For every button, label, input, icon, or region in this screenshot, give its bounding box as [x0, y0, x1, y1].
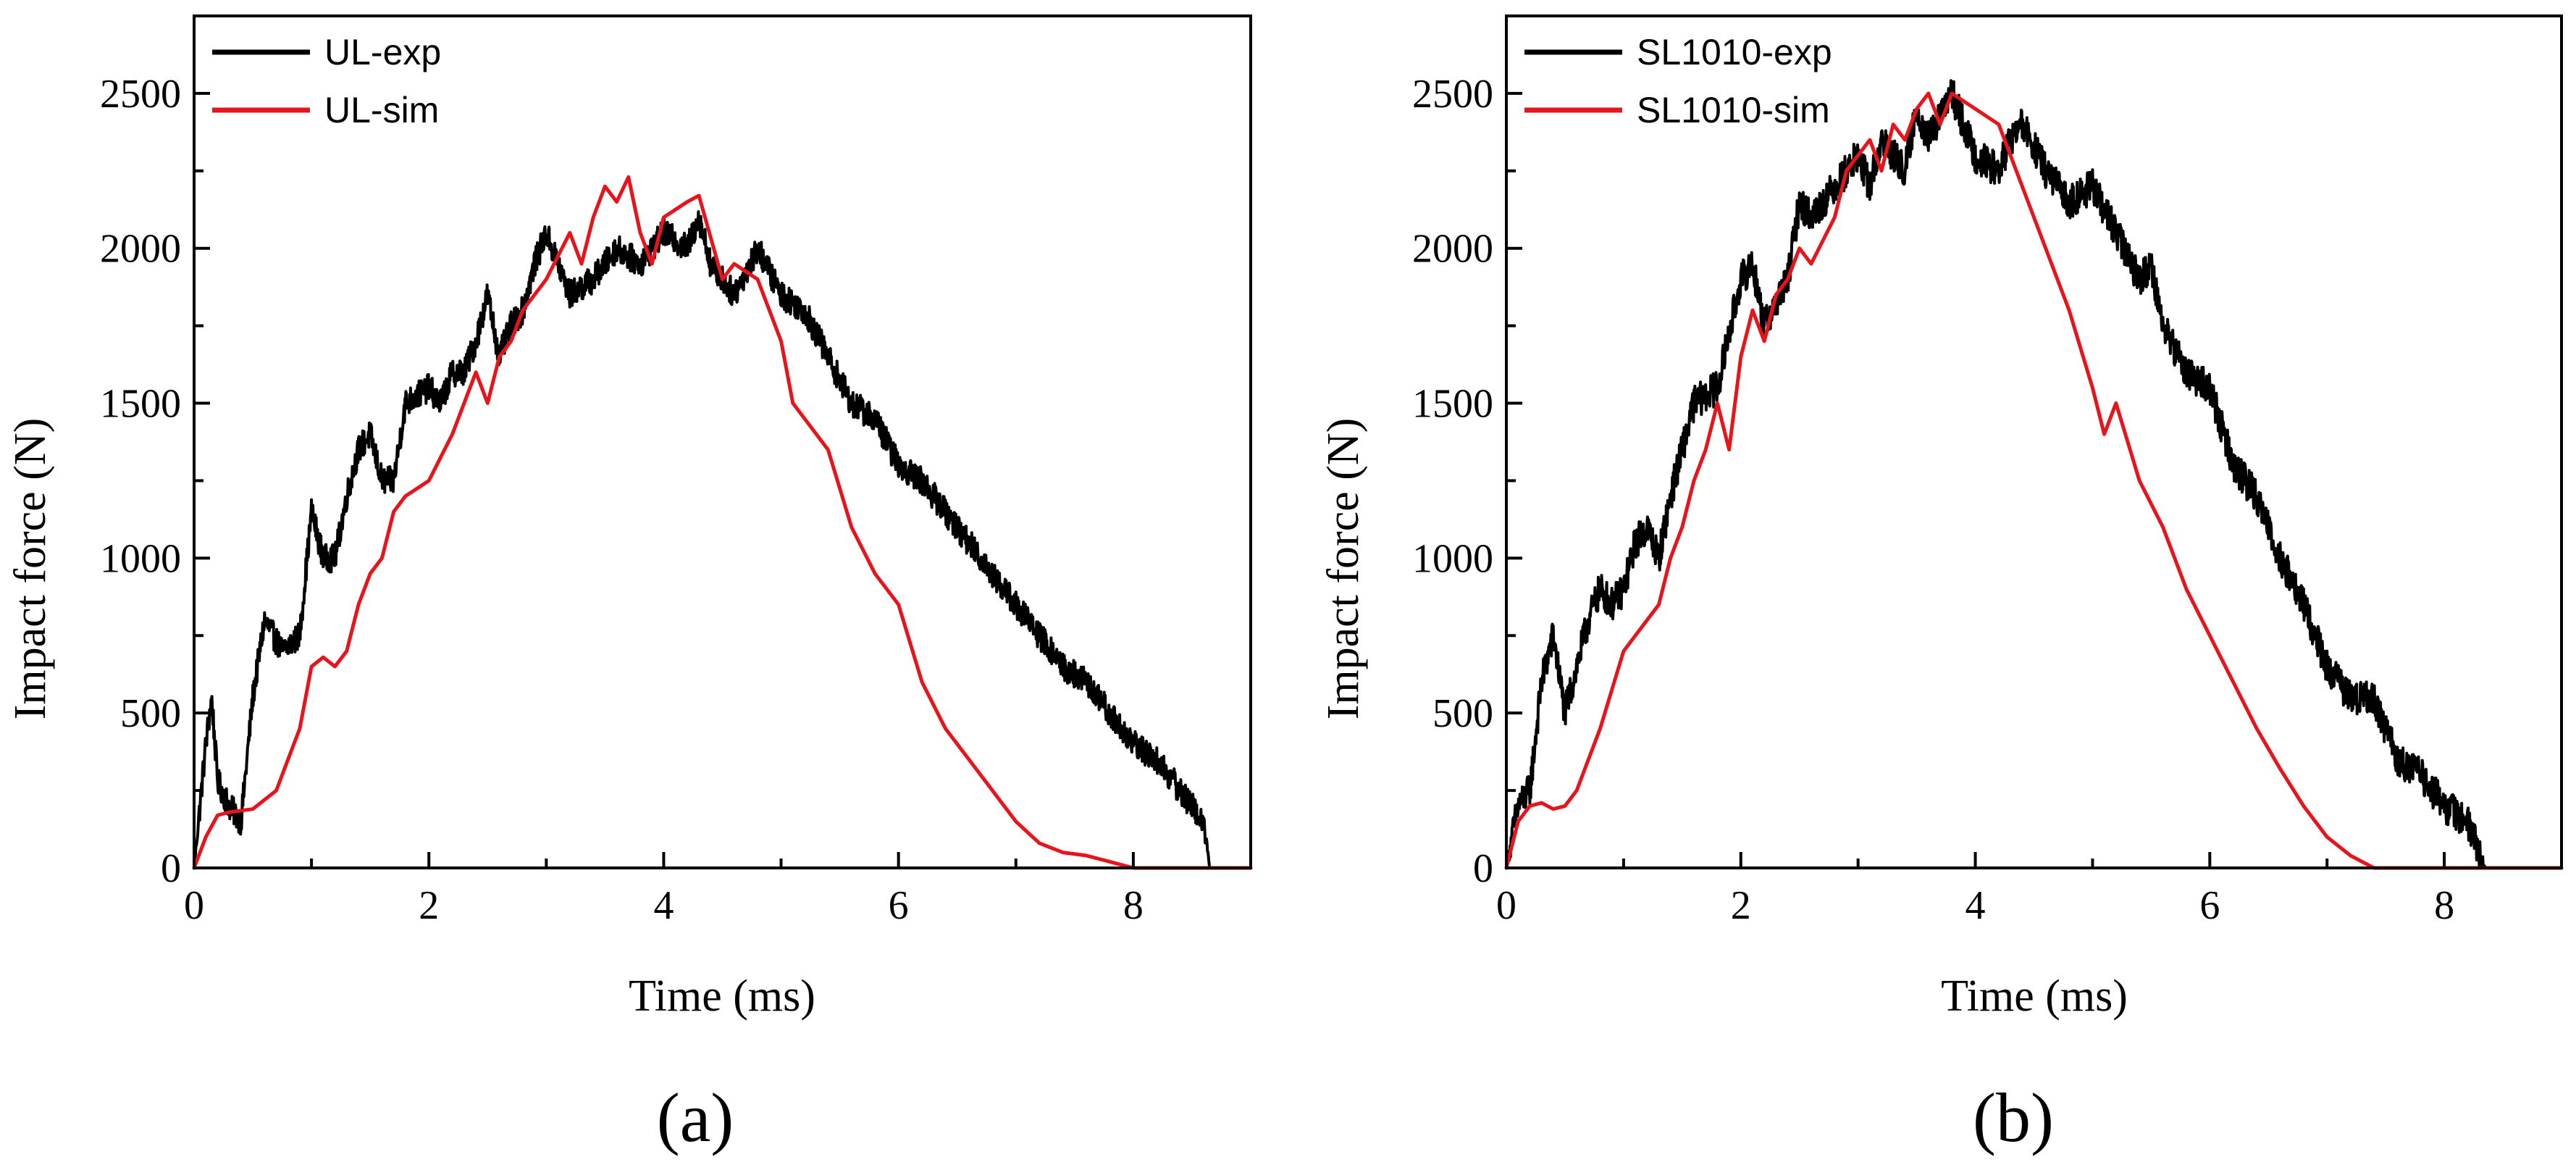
x-axis-title: Time (ms) — [1941, 972, 2128, 1021]
plot-area: 0 2 4 6 805001000150020002500SL1010-expSL101… — [1412, 14, 2564, 928]
y-tick-label: 0 — [161, 846, 181, 891]
x-tick-label: 6 — [889, 883, 909, 928]
series-line-SL1010-sim — [1504, 91, 2564, 870]
y-tick-label: 1500 — [100, 382, 181, 427]
chart-panel-a: Impact force (N) Time (ms) (a) 0 2 4 6 8 0 500… — [6, 14, 1253, 1156]
y-tick-label: 2500 — [100, 72, 181, 117]
legend-label: SL1010-sim — [1637, 90, 1830, 130]
x-tick-label: 0 — [1496, 883, 1516, 928]
y-tick-label: 0 — [1473, 846, 1493, 891]
series-line-UL-sim — [192, 175, 1253, 870]
y-tick-label: 500 — [120, 691, 181, 736]
plot-area: 0 2 4 6 8 0 500 1000 1500 2000 2500 UL-exp UL-sim — [100, 14, 1253, 928]
y-tick-label: 2500 — [1412, 72, 1493, 117]
x-tick-label: 8 — [2434, 883, 2454, 928]
plot-frame — [193, 14, 1252, 869]
legend-label: SL1010-exp — [1637, 32, 1832, 72]
y-axis-title: Impact force (N) — [6, 418, 55, 720]
plot-frame — [1505, 14, 2563, 869]
legend: SL1010-exp SL1010-sim — [1524, 32, 1832, 130]
y-tick-label: 2000 — [100, 227, 181, 272]
legend: UL-exp UL-sim — [212, 32, 441, 130]
panel-label: (a) — [657, 1079, 734, 1156]
series-line-SL1010-exp — [1505, 79, 2487, 869]
x-tick-label: 0 — [184, 883, 204, 928]
x-tick-label: 2 — [419, 883, 439, 928]
y-tick-label: 500 — [1432, 691, 1493, 736]
series-line-UL-exp — [193, 210, 1212, 869]
y-tick-label: 1500 — [1412, 382, 1493, 427]
y-tick-label: 1000 — [1412, 536, 1493, 581]
chart-panel-b: Impact force (N) Time (ms) (b) 0 2 4 6 8 0 500… — [1319, 14, 2564, 1156]
x-tick-label: 8 — [1123, 883, 1144, 928]
x-tick-label: 4 — [653, 883, 674, 928]
x-tick-label: 4 — [1965, 883, 1986, 928]
y-axis-title: Impact force (N) — [1319, 418, 1368, 720]
y-tick-label: 2000 — [1412, 227, 1493, 272]
x-tick-label: 2 — [1731, 883, 1751, 928]
x-tick-label: 6 — [2199, 883, 2220, 928]
legend-label: UL-sim — [324, 90, 439, 130]
x-axis-title: Time (ms) — [629, 972, 815, 1021]
y-tick-label: 1000 — [100, 536, 181, 581]
legend-label: UL-exp — [324, 32, 441, 72]
panel-label: (b) — [1973, 1079, 2054, 1156]
